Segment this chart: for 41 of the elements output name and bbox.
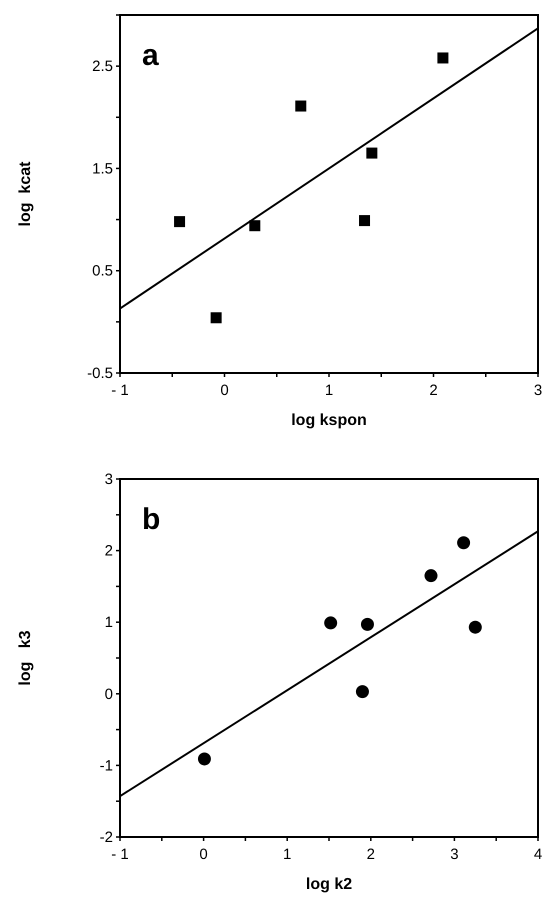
x-tick-label: 2 bbox=[366, 846, 375, 863]
point bbox=[457, 536, 470, 550]
x-axis-title: log kspon bbox=[291, 412, 367, 429]
x-tick-label: 1 bbox=[283, 846, 292, 863]
annotation: a bbox=[142, 39, 159, 72]
x-axis-title: log k2 bbox=[306, 876, 352, 893]
y-axis-title: log k3 bbox=[17, 630, 34, 686]
y-tick-label: 0.5 bbox=[92, 262, 113, 280]
y-tick-label: -2 bbox=[100, 829, 113, 846]
y-tick-label: -1 bbox=[100, 757, 113, 774]
point bbox=[324, 616, 338, 630]
annotation: b bbox=[142, 503, 160, 536]
point bbox=[198, 752, 211, 766]
x-tick-label: - 1 bbox=[111, 846, 129, 863]
point bbox=[366, 148, 378, 159]
x-tick-label: 0 bbox=[220, 382, 229, 399]
y-tick-label: 2.5 bbox=[92, 58, 113, 76]
point bbox=[210, 312, 222, 324]
y-tick-label: -0.5 bbox=[87, 365, 113, 382]
x-tick-label: 1 bbox=[324, 382, 334, 399]
point bbox=[424, 569, 438, 582]
x-tick-label: 3 bbox=[534, 382, 542, 399]
y-tick-label: 2 bbox=[104, 542, 113, 560]
y-tick-label: 0 bbox=[104, 686, 113, 703]
point bbox=[249, 220, 260, 232]
point bbox=[468, 620, 482, 634]
y-tick-label: 1.5 bbox=[92, 160, 113, 178]
point bbox=[437, 52, 448, 64]
y-tick-label: 3 bbox=[104, 471, 113, 488]
point bbox=[174, 216, 186, 228]
point bbox=[360, 618, 374, 631]
x-tick-label: 0 bbox=[199, 846, 208, 863]
x-tick-label: 2 bbox=[429, 382, 438, 399]
x-tick-label: - 1 bbox=[111, 382, 129, 399]
point bbox=[356, 685, 369, 698]
point bbox=[295, 100, 306, 112]
y-axis-title: log kcat bbox=[17, 160, 34, 226]
y-tick-label: 1 bbox=[104, 614, 113, 632]
point bbox=[359, 215, 370, 226]
x-tick-label: 3 bbox=[450, 846, 459, 863]
x-tick-label: 4 bbox=[534, 846, 542, 863]
